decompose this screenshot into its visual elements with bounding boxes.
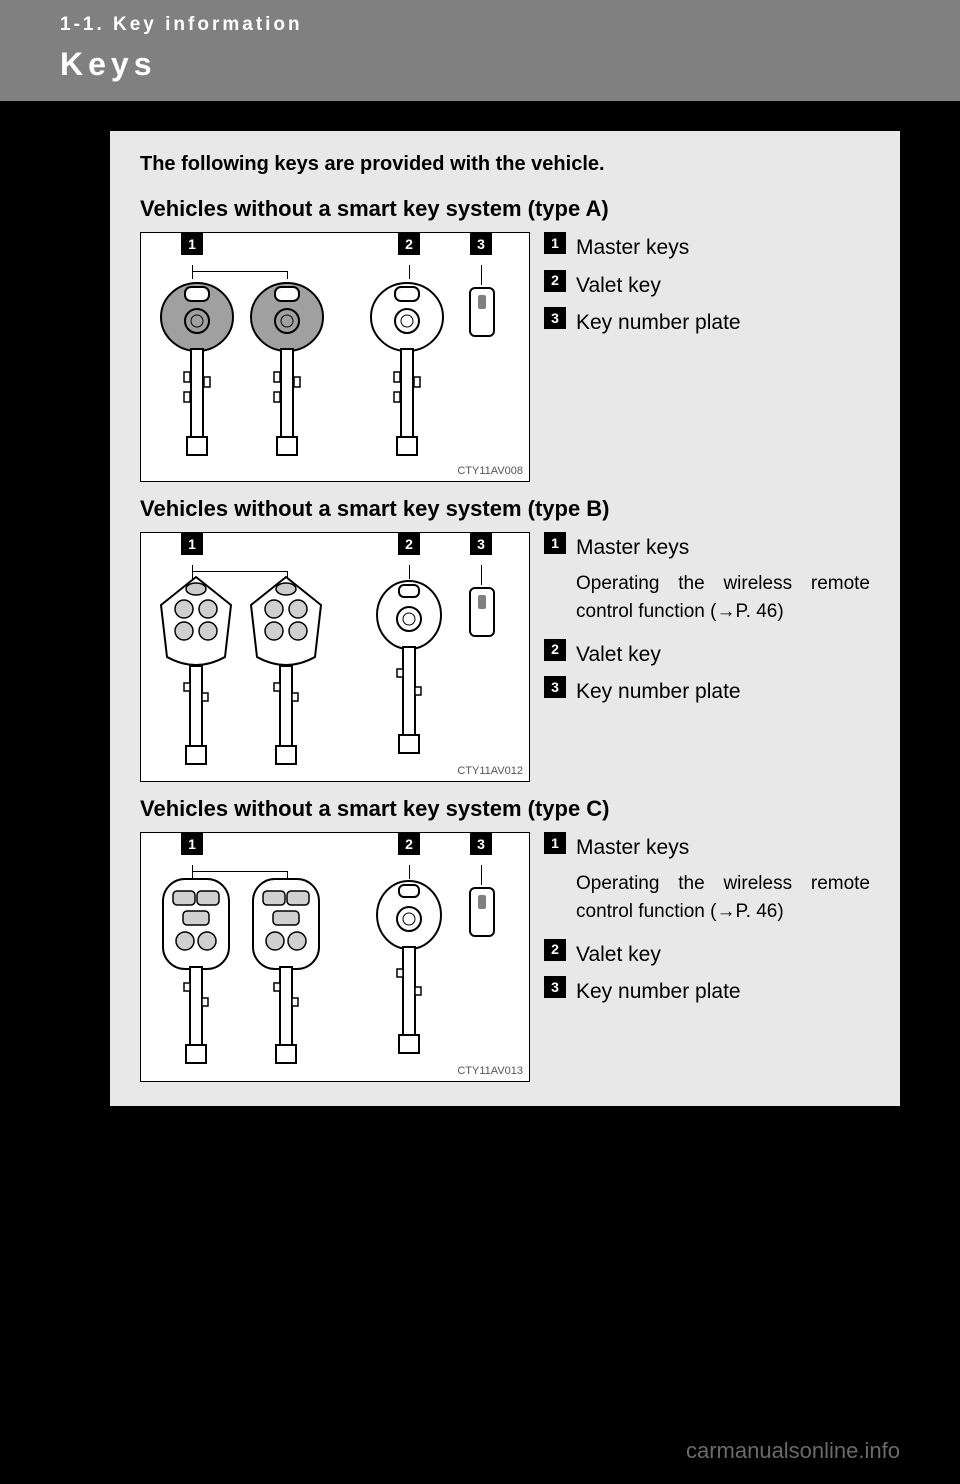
legend-item: 1 Master keys <box>544 832 870 864</box>
legend-item: 3 Key number plate <box>544 676 870 708</box>
legend-num: 1 <box>544 532 566 554</box>
legend-num: 3 <box>544 307 566 329</box>
legend-item: 2 Valet key <box>544 939 870 971</box>
key-number-plate-icon <box>469 587 495 637</box>
figure-label-2: 2 <box>398 233 420 255</box>
section-heading: Vehicles without a smart key system (typ… <box>140 196 870 222</box>
section-heading: Vehicles without a smart key system (typ… <box>140 796 870 822</box>
legend-num: 3 <box>544 676 566 698</box>
figure-label-2: 2 <box>398 833 420 855</box>
figure-label-1: 1 <box>181 533 203 555</box>
legend-label: Key number plate <box>576 307 741 339</box>
figure-label-3: 3 <box>470 233 492 255</box>
content-box: The following keys are provided with the… <box>110 131 900 1106</box>
legend-label: Valet key <box>576 639 661 671</box>
legend-sub: Operating the wireless remote control fu… <box>576 570 870 627</box>
legend-item: 2 Valet key <box>544 270 870 302</box>
legend-label: Key number plate <box>576 976 741 1008</box>
legend-item: 1 Master keys <box>544 532 870 564</box>
figure-caption: CTY11AV008 <box>457 465 523 477</box>
figure-caption: CTY11AV013 <box>457 1065 523 1077</box>
legend-label: Master keys <box>576 232 689 264</box>
legend-num: 2 <box>544 639 566 661</box>
intro-text: The following keys are provided with the… <box>140 153 870 176</box>
key-number-plate-icon <box>469 887 495 937</box>
legend-item: 1 Master keys <box>544 232 870 264</box>
legend-label: Key number plate <box>576 676 741 708</box>
sections-container: Vehicles without a smart key system (typ… <box>140 196 870 1082</box>
section-row: 1 2 3 <box>140 832 870 1082</box>
figure-box: 1 2 3 <box>140 832 530 1082</box>
figure-box: 1 2 3 <box>140 232 530 482</box>
legend-item: 2 Valet key <box>544 639 870 671</box>
legend-sub: Operating the wireless remote control fu… <box>576 870 870 927</box>
section-row: 1 2 3 <box>140 232 870 482</box>
legend: 1 Master keys 2 Valet key 3 Key number p… <box>544 232 870 345</box>
header-bar: 1-1. Key information Keys <box>0 0 960 101</box>
header-section-label: 1-1. Key information <box>60 14 900 36</box>
header-title: Keys <box>60 46 900 83</box>
legend-label: Master keys <box>576 832 689 864</box>
figure-label-1: 1 <box>181 233 203 255</box>
legend: 1 Master keys Operating the wireless rem… <box>544 532 870 714</box>
section-row: 1 2 3 <box>140 532 870 782</box>
legend-label: Master keys <box>576 532 689 564</box>
legend-item: 3 Key number plate <box>544 307 870 339</box>
legend-num: 3 <box>544 976 566 998</box>
figure-label-1: 1 <box>181 833 203 855</box>
legend-num: 1 <box>544 232 566 254</box>
figure-label-2: 2 <box>398 533 420 555</box>
legend-label: Valet key <box>576 939 661 971</box>
legend-num: 2 <box>544 270 566 292</box>
figure-box: 1 2 3 <box>140 532 530 782</box>
legend-label: Valet key <box>576 270 661 302</box>
key-number-plate-icon <box>469 287 495 337</box>
legend: 1 Master keys Operating the wireless rem… <box>544 832 870 1014</box>
legend-item: 3 Key number plate <box>544 976 870 1008</box>
figure-label-3: 3 <box>470 533 492 555</box>
figure-caption: CTY11AV012 <box>457 765 523 777</box>
legend-num: 1 <box>544 832 566 854</box>
section-heading: Vehicles without a smart key system (typ… <box>140 496 870 522</box>
footer-watermark: carmanualsonline.info <box>686 1438 900 1464</box>
legend-num: 2 <box>544 939 566 961</box>
figure-label-3: 3 <box>470 833 492 855</box>
